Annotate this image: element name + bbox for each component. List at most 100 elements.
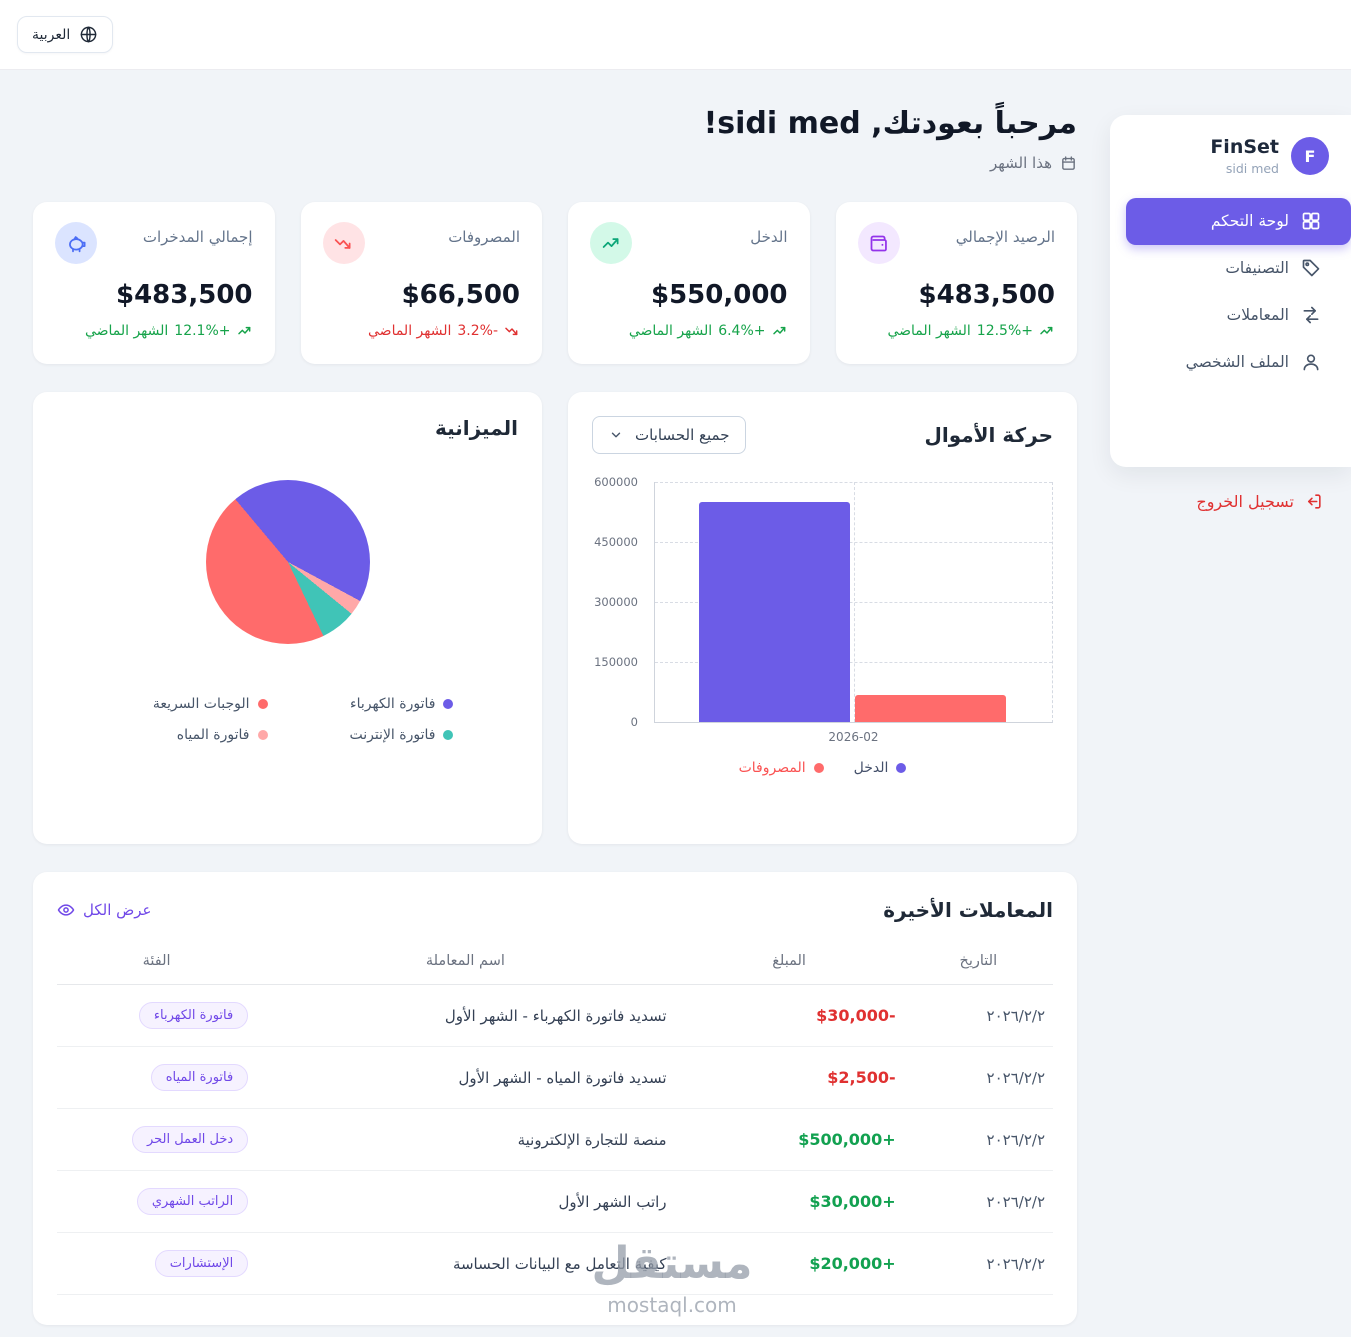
transaction-name: راتب الشهر الأول (256, 1170, 675, 1233)
transaction-name: منصة للتجارة الإلكترونية (256, 1108, 675, 1171)
sidebar-item-dashboard[interactable]: لوحة التحكم (1126, 197, 1351, 245)
table-row: ٢٠٢٦/٢/٢ +$20,000 كيفية التعامل مع البيا… (57, 1232, 1053, 1295)
transaction-category: دخل العمل الحر (57, 1108, 257, 1171)
trend-up-icon (590, 222, 632, 264)
transaction-amount: +$500,000 (674, 1108, 904, 1171)
category-badge: فاتورة المياه (150, 1064, 249, 1091)
logout-icon (1304, 492, 1323, 511)
user-icon (1301, 352, 1321, 372)
stat-change-note: الشهر الماضي (887, 323, 971, 339)
view-all-link[interactable]: عرض الكل (57, 901, 152, 919)
table-row: ٢٠٢٦/٢/٢ -$2,500 تسديد فاتورة المياه - ا… (57, 1046, 1053, 1109)
stat-label: الرصيد الإجمالي (955, 228, 1055, 246)
sidebar-item-transactions[interactable]: المعاملات (1110, 292, 1351, 339)
trend-up-icon (1039, 323, 1055, 339)
sidebar-item-profile[interactable]: الملف الشخصي (1110, 339, 1351, 386)
budget-pie-legend: فاتورة الكهرباء الوجبات السريعة فاتورة الإ… (122, 696, 454, 743)
stat-change-value: -3.2% (457, 323, 498, 339)
stat-change: -3.2% الشهر الماضي (323, 323, 521, 339)
avatar: F (1291, 137, 1329, 176)
stat-change-note: الشهر الماضي (628, 323, 713, 339)
language-label: العربية (32, 26, 71, 43)
transaction-date: ٢٠٢٦/٢/٢ (903, 1108, 1053, 1171)
language-switcher-button[interactable]: العربية (17, 16, 114, 53)
accounts-filter-value: جميع الحسابات (635, 426, 730, 444)
transaction-category: فاتورة الكهرباء (57, 984, 257, 1047)
column-header-date: التاريخ (903, 938, 1053, 985)
money-flow-card: حركة الأموال جميع الحسابات 0 150000 300000… (568, 392, 1077, 844)
bar-income (698, 502, 850, 722)
category-badge: فاتورة الكهرباء (138, 1002, 249, 1029)
money-flow-title: حركة الأموال (924, 423, 1053, 447)
transaction-date: ٢٠٢٦/٢/٢ (903, 984, 1053, 1047)
sidebar-nav: لوحة التحكم التصنيفات المعاملات الملف ال… (1110, 197, 1351, 386)
transaction-amount: +$30,000 (674, 1170, 904, 1233)
logout-label: تسجيل الخروج (1196, 492, 1294, 511)
transaction-name: كيفية التعامل مع البيانات الحساسة (256, 1232, 675, 1295)
accounts-filter-select[interactable]: جميع الحسابات (592, 416, 747, 454)
stat-change-value: +12.5% (976, 323, 1033, 339)
bar-chart-legend: الدخل المصروفات (592, 760, 1053, 776)
money-flow-chart: 0 150000 300000 450000 600000 (592, 475, 1053, 729)
stat-value: $550,000 (650, 280, 788, 310)
gridline-vertical (853, 482, 855, 722)
transaction-name: تسديد فاتورة الكهرباء - الشهر الأول (256, 984, 675, 1047)
table-header-row: التاريخ المبلغ اسم المعاملة الفئة (57, 938, 1053, 985)
globe-icon (79, 25, 98, 44)
sidebar-item-label: التصنيفات (1225, 259, 1289, 278)
transactions-table: التاريخ المبلغ اسم المعاملة الفئة ٢٠٢٦/٢… (57, 938, 1053, 1295)
stat-change: +12.5% الشهر الماضي (858, 323, 1056, 339)
piggy-bank-icon (55, 222, 97, 264)
main-content: مرحباً بعودتك, sidi med! هذا الشهر الرصي… (0, 70, 1110, 1325)
page-title: مرحباً بعودتك, sidi med! (703, 106, 1077, 141)
stat-change-value: +12.1% (174, 323, 231, 339)
bar-chart-plot (654, 482, 1053, 723)
stat-change-note: الشهر الماضي (368, 323, 452, 339)
sidebar-item-categories[interactable]: التصنيفات (1110, 245, 1351, 292)
category-badge: الإستشارات (154, 1250, 249, 1277)
trend-down-icon (322, 222, 365, 264)
stat-label: الدخل (750, 228, 788, 246)
bar-chart-y-axis: 0 150000 300000 450000 600000 (594, 475, 638, 729)
topbar: العربية (0, 0, 1351, 70)
bar-chart-x-label: 2026-02 (828, 730, 879, 744)
stat-change-note: الشهر الماضي (84, 323, 169, 339)
logout-button[interactable]: تسجيل الخروج (1196, 492, 1323, 511)
trend-up-icon (237, 323, 253, 339)
column-header-category: الفئة (57, 938, 257, 985)
stat-value: $483,500 (115, 280, 253, 310)
transaction-amount: +$20,000 (674, 1232, 904, 1295)
budget-pie-chart (205, 480, 370, 644)
budget-title: الميزانية (434, 416, 518, 440)
transaction-name: تسديد فاتورة المياه - الشهر الأول (256, 1046, 675, 1109)
brand-block: F FinSet sidi med (1110, 115, 1351, 192)
transaction-category: فاتورة المياه (57, 1046, 257, 1109)
table-row: ٢٠٢٦/٢/٢ -$30,000 تسديد فاتورة الكهرباء … (57, 984, 1053, 1047)
bar-expenses (855, 695, 1007, 722)
transaction-date: ٢٠٢٦/٢/٢ (903, 1046, 1053, 1109)
stat-card-total-balance: الرصيد الإجمالي $483,500 +12.5% الشهر ال… (835, 202, 1077, 364)
stat-label: المصروفات (448, 228, 520, 246)
budget-card: الميزانية فاتورة الكهرباء الوجبات السريعة… (33, 392, 542, 844)
chevron-down-icon (609, 428, 623, 442)
legend-item: فاتورة الإنترنت (308, 727, 454, 743)
stat-cards: الرصيد الإجمالي $483,500 +12.5% الشهر ال… (33, 202, 1077, 364)
legend-item: فاتورة المياه (122, 727, 268, 743)
transaction-category: الراتب الشهري (57, 1170, 257, 1233)
stat-change-value: +6.4% (718, 323, 766, 339)
dashboard-grid-icon (1301, 211, 1321, 231)
transaction-date: ٢٠٢٦/٢/٢ (903, 1170, 1053, 1233)
category-badge: دخل العمل الحر (131, 1126, 249, 1153)
column-header-name: اسم المعاملة (256, 938, 675, 985)
view-all-label: عرض الكل (83, 901, 152, 919)
stat-value: $483,500 (918, 280, 1055, 310)
stat-label: إجمالي المدخرات (142, 228, 253, 246)
legend-item: المصروفات (739, 760, 824, 776)
trend-up-icon (772, 323, 788, 339)
stat-card-income: الدخل $550,000 +6.4% الشهر الماضي (568, 202, 810, 364)
brand-username: sidi med (1225, 160, 1279, 176)
legend-item: الوجبات السريعة (122, 696, 268, 712)
category-badge: الراتب الشهري (136, 1188, 249, 1215)
table-row: ٢٠٢٦/٢/٢ +$500,000 منصة للتجارة الإلكترو… (57, 1108, 1053, 1171)
period-label: هذا الشهر (989, 154, 1052, 172)
